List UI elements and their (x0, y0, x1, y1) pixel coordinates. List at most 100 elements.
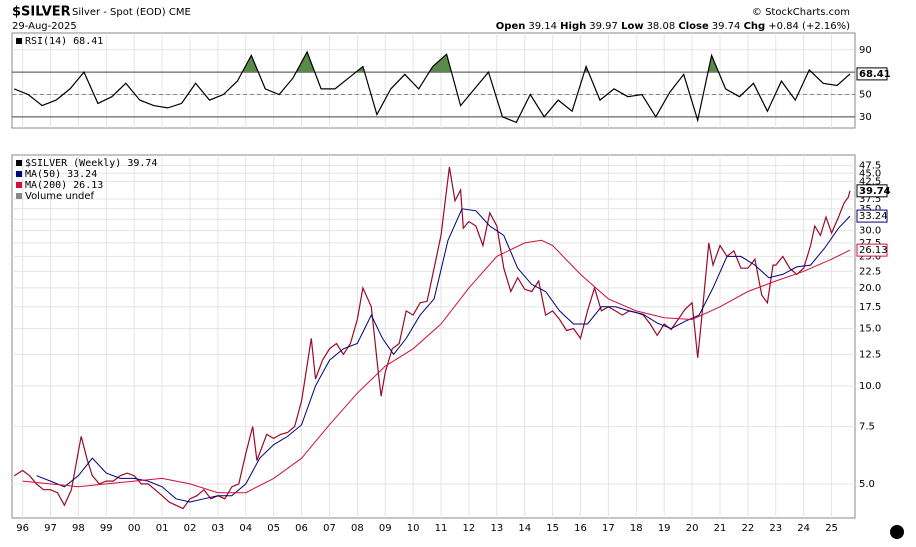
x-tick-label: 21 (714, 523, 727, 534)
y-tick-label: 10.0 (859, 381, 881, 392)
value-tag (856, 67, 888, 81)
x-tick-label: 08 (351, 523, 364, 534)
x-tick-label: 04 (239, 523, 252, 534)
legend-name: $SILVER (Weekly) (25, 158, 121, 169)
x-tick-label: 20 (686, 523, 699, 534)
y-tick-label: 15.0 (859, 324, 881, 335)
x-tick-label: 06 (295, 523, 308, 534)
legend-entry: MA(200) 26.13 (25, 180, 103, 191)
x-tick-label: 23 (769, 523, 782, 534)
symbol: $SILVER (12, 5, 71, 20)
credit: © StockCharts.com (752, 7, 850, 18)
value-tag (856, 243, 888, 257)
x-tick-label: 17 (602, 523, 615, 534)
x-tick-label: 99 (100, 523, 113, 534)
x-tick-label: 14 (518, 523, 531, 534)
legend-value: 68.41 (73, 36, 103, 47)
corner-dot (890, 525, 904, 539)
y-tick-label: 50 (859, 89, 872, 100)
legend-name: MA(50) (25, 169, 61, 180)
legend-entry: $SILVER (Weekly) 39.74 (25, 158, 157, 169)
y-tick-label: 5.0 (859, 479, 875, 490)
exchange: CME (169, 7, 191, 18)
x-tick-label: 07 (323, 523, 336, 534)
quote: Open 39.14 High 39.97 Low 38.08 Close 39.74 … (496, 21, 850, 32)
y-tick-label: 35.0 (859, 204, 881, 215)
x-tick-label: 09 (379, 523, 392, 534)
y-tick-label: 30.0 (859, 226, 881, 237)
quote-value: 38.08 (647, 21, 676, 32)
quote-label: Close (678, 21, 709, 32)
x-tick-label: 02 (184, 523, 197, 534)
price-frame (11, 154, 856, 519)
quote-label: Low (621, 21, 643, 32)
legend-value: 26.13 (73, 180, 103, 191)
y-tick-label: 30 (859, 112, 872, 123)
y-tick-label: 25.0 (859, 251, 881, 262)
legend-value: 39.74 (127, 158, 157, 169)
legend-value: 33.24 (67, 169, 97, 180)
legend-swatch (16, 160, 22, 166)
x-tick-label: 24 (797, 523, 810, 534)
series-line (13, 167, 851, 510)
y-tick-label: 90 (859, 45, 872, 56)
legend-swatch (16, 182, 22, 188)
quote-value: 39.14 (528, 21, 557, 32)
quote-label: Chg (744, 21, 766, 32)
y-tick-label: 12.5 (859, 349, 881, 360)
y-tick-label: 42.5 (859, 176, 881, 187)
subtitle-text: Silver - Spot (EOD) (72, 7, 166, 18)
x-tick-label: 22 (742, 523, 755, 534)
value-tag (856, 184, 888, 198)
y-tick-label: 17.5 (859, 302, 881, 313)
x-tick-label: 03 (212, 523, 225, 534)
x-tick-label: 25 (825, 523, 838, 534)
quote-label: High (560, 21, 586, 32)
subtitle: Silver - Spot (EOD) CME (72, 7, 191, 18)
quote-label: Open (496, 21, 526, 32)
x-tick-label: 98 (72, 523, 85, 534)
series-line (22, 239, 851, 494)
legend-swatch (16, 38, 22, 44)
rsi-frame (11, 32, 856, 129)
legend-swatch (16, 193, 22, 199)
value-tag-label: 68.41 (859, 69, 891, 80)
x-tick-label: 15 (546, 523, 559, 534)
y-tick-label: 47.5 (859, 161, 881, 172)
value-tag-label: 33.24 (859, 211, 888, 222)
value-tag-label: 26.13 (859, 245, 888, 256)
y-tick-label: 22.5 (859, 266, 881, 277)
legend-swatch (16, 171, 22, 177)
quote-value: 39.97 (589, 21, 618, 32)
y-tick-label: 37.5 (859, 194, 881, 205)
y-tick-label: 7.5 (859, 422, 875, 433)
legend-entry: MA(50) 33.24 (25, 169, 97, 180)
x-tick-label: 05 (267, 523, 280, 534)
legend-entry: RSI(14) 68.41 (25, 36, 103, 47)
value-tag-label: 39.74 (859, 186, 891, 197)
value-tag (856, 209, 888, 223)
date: 29-Aug-2025 (12, 21, 77, 32)
x-tick-label: 13 (490, 523, 503, 534)
legend-name: MA(200) (25, 180, 67, 191)
x-tick-label: 01 (156, 523, 169, 534)
x-tick-label: 12 (463, 523, 476, 534)
quote-value: 39.74 (712, 21, 741, 32)
series-line (13, 50, 851, 124)
y-tick-label: 27.5 (859, 238, 881, 249)
x-tick-label: 11 (435, 523, 448, 534)
y-tick-label: 20.0 (859, 283, 881, 294)
x-tick-label: 00 (128, 523, 141, 534)
series-line (36, 208, 851, 503)
x-tick-label: 10 (407, 523, 420, 534)
x-tick-label: 97 (44, 523, 57, 534)
x-tick-label: 16 (574, 523, 587, 534)
y-tick-label: 45.0 (859, 168, 881, 179)
legend-name: RSI(14) (25, 36, 67, 47)
legend-entry: Volume undef (25, 191, 95, 202)
x-tick-label: 19 (658, 523, 671, 534)
x-tick-label: 96 (16, 523, 29, 534)
quote-value: +0.84 (+2.16%) (768, 21, 850, 32)
x-tick-label: 18 (630, 523, 643, 534)
